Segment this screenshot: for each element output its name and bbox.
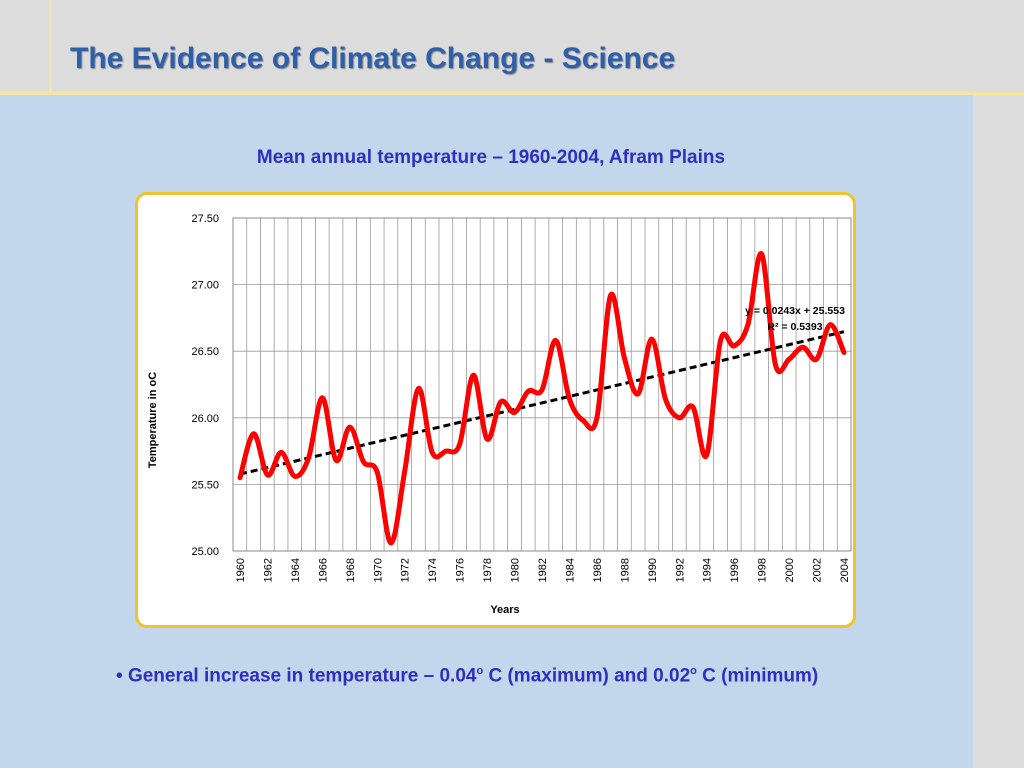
x-tick-label: 1978 xyxy=(482,558,494,582)
x-tick-label: 1984 xyxy=(564,558,576,582)
x-tick-label: 2000 xyxy=(784,558,796,582)
degree-symbol-1: o xyxy=(476,665,484,677)
x-tick-label: 1970 xyxy=(372,558,384,582)
slide-content: Mean annual temperature – 1960-2004, Afr… xyxy=(0,95,973,768)
y-tick-label: 27.00 xyxy=(191,280,219,292)
x-tick-label: 1998 xyxy=(757,558,769,582)
y-axis-label: Temperature in oC xyxy=(147,372,159,468)
y-tick-label: 27.50 xyxy=(191,213,219,225)
x-tick-label: 1964 xyxy=(290,558,302,582)
x-tick-label: 1972 xyxy=(400,558,412,582)
x-tick-label: 1996 xyxy=(729,558,741,582)
y-tick-label: 26.00 xyxy=(191,413,219,425)
x-axis-label: Years xyxy=(490,604,519,616)
x-tick-label: 1982 xyxy=(537,558,549,582)
bullet-text-part1: General increase in temperature – 0.04 xyxy=(127,665,477,687)
x-tick-label: 2002 xyxy=(812,558,824,582)
x-tick-label: 1966 xyxy=(317,558,329,582)
x-tick-label: 1992 xyxy=(674,558,686,582)
x-tick-label: 1960 xyxy=(235,558,247,582)
bullet-text-part2: C (maximum) and 0.02 xyxy=(483,665,691,687)
header-accent-vertical-line xyxy=(49,0,52,93)
x-tick-label: 1968 xyxy=(345,558,357,582)
x-tick-label: 1986 xyxy=(592,558,604,582)
trendline-r-squared: R² = 0.5393 xyxy=(767,321,822,333)
bullet-text-part3: C (minimum) xyxy=(696,665,819,687)
x-tick-label: 2004 xyxy=(839,558,851,582)
chart-heading: Mean annual temperature – 1960-2004, Afr… xyxy=(256,147,726,168)
x-tick-label: 1976 xyxy=(455,558,467,582)
chart-frame: 25.00 25.50 26.00 26.50 27.00 27.50 1960 1962 1… xyxy=(135,192,856,628)
bullet-marker: • xyxy=(116,665,123,687)
x-tick-label: 1980 xyxy=(510,558,522,582)
series-line xyxy=(237,251,847,546)
trendline-equation: y = 0.0243x + 25.553 xyxy=(745,305,845,317)
x-tick-label: 1962 xyxy=(262,558,274,582)
x-tick-label: 1994 xyxy=(702,558,714,582)
degree-symbol-2: o xyxy=(690,665,697,677)
y-tick-label: 25.50 xyxy=(191,479,219,491)
chart-grid xyxy=(232,217,852,552)
y-tick-label: 26.50 xyxy=(191,346,219,358)
slide-title: The Evidence of Climate Change - Science xyxy=(70,42,676,75)
y-axis-tick-labels: 25.00 25.50 26.00 26.50 27.00 27.50 xyxy=(191,213,219,558)
y-tick-label: 25.00 xyxy=(191,546,219,558)
trendline xyxy=(239,330,845,476)
slide-header: The Evidence of Climate Change - Science xyxy=(0,0,1024,95)
bullet-point: • General increase in temperature – 0.04… xyxy=(116,658,856,689)
x-axis-tick-labels: 1960 1962 1964 1966 1968 1970 1972 1974 1976 1978… xyxy=(235,558,851,582)
plot-area-border xyxy=(232,217,852,552)
x-tick-label: 1990 xyxy=(647,558,659,582)
x-tick-label: 1974 xyxy=(427,558,439,582)
header-accent-horizontal-line xyxy=(0,92,1024,95)
x-tick-label: 1988 xyxy=(619,558,631,582)
